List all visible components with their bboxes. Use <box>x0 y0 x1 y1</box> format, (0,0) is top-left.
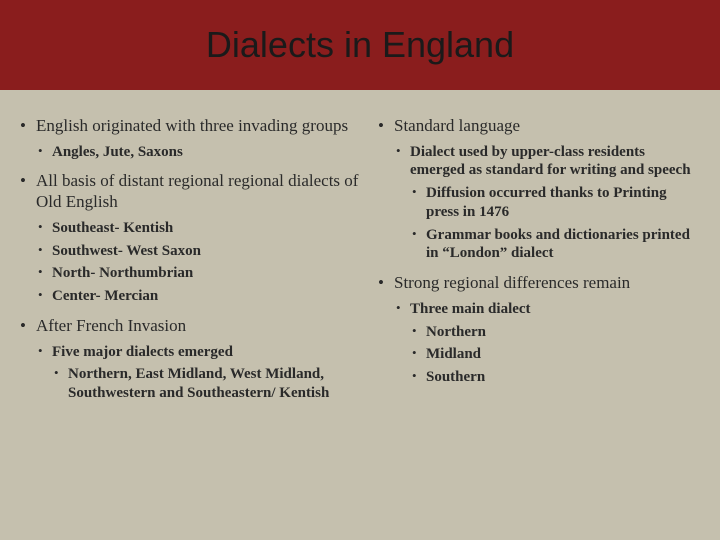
left-column: English originated with three invading g… <box>20 116 360 413</box>
list-item: After French Invasion Five major dialect… <box>20 316 360 403</box>
list-item: Northern, East Midland, West Midland, So… <box>52 365 360 403</box>
bullet-text: Angles, Jute, Saxons <box>52 144 183 160</box>
list-item: Five major dialects emerged Northern, Ea… <box>36 343 360 403</box>
list-item: Grammar books and dictionaries printed i… <box>410 226 700 264</box>
bullet-text: Southern <box>426 369 485 385</box>
bullet-text: Grammar books and dictionaries printed i… <box>426 227 690 262</box>
list-item: North- Northumbrian <box>36 264 360 283</box>
slide-body: English originated with three invading g… <box>0 90 720 423</box>
bullet-text: Southeast- Kentish <box>52 220 173 236</box>
list-item: Southeast- Kentish <box>36 219 360 238</box>
list-item: Angles, Jute, Saxons <box>36 143 360 162</box>
list-item: Three main dialect Northern Midland Sout… <box>394 300 700 387</box>
list-item: Midland <box>410 345 700 364</box>
bullet-text: Northern <box>426 324 486 340</box>
list-item: Center- Mercian <box>36 287 360 306</box>
list-item: Standard language Dialect used by upper-… <box>378 116 700 263</box>
left-list: English originated with three invading g… <box>20 116 360 403</box>
slide-title: Dialects in England <box>206 24 514 66</box>
list-item: Strong regional differences remain Three… <box>378 273 700 387</box>
list-item: Dialect used by upper-class residents em… <box>394 143 700 264</box>
bullet-text: Midland <box>426 346 481 362</box>
list-item: Northern <box>410 323 700 342</box>
list-item: Southwest- West Saxon <box>36 242 360 261</box>
slide: Dialects in England English originated w… <box>0 0 720 540</box>
bullet-text: Dialect used by upper-class residents em… <box>410 144 691 179</box>
bullet-text: English originated with three invading g… <box>36 116 348 135</box>
bullet-text: North- Northumbrian <box>52 265 193 281</box>
bullet-text: All basis of distant regional regional d… <box>36 171 358 211</box>
list-item: Diffusion occurred thanks to Printing pr… <box>410 184 700 222</box>
list-item: Southern <box>410 368 700 387</box>
title-band: Dialects in England <box>0 0 720 90</box>
list-item: All basis of distant regional regional d… <box>20 171 360 305</box>
list-item: English originated with three invading g… <box>20 116 360 161</box>
right-column: Standard language Dialect used by upper-… <box>378 116 700 413</box>
right-list: Standard language Dialect used by upper-… <box>378 116 700 387</box>
bullet-text: After French Invasion <box>36 316 186 335</box>
bullet-text: Three main dialect <box>410 301 531 317</box>
bullet-text: Strong regional differences remain <box>394 273 630 292</box>
bullet-text: Southwest- West Saxon <box>52 243 201 259</box>
bullet-text: Diffusion occurred thanks to Printing pr… <box>426 185 667 220</box>
bullet-text: Five major dialects emerged <box>52 344 233 360</box>
bullet-text: Center- Mercian <box>52 288 158 304</box>
bullet-text: Standard language <box>394 116 520 135</box>
bullet-text: Northern, East Midland, West Midland, So… <box>68 366 329 401</box>
